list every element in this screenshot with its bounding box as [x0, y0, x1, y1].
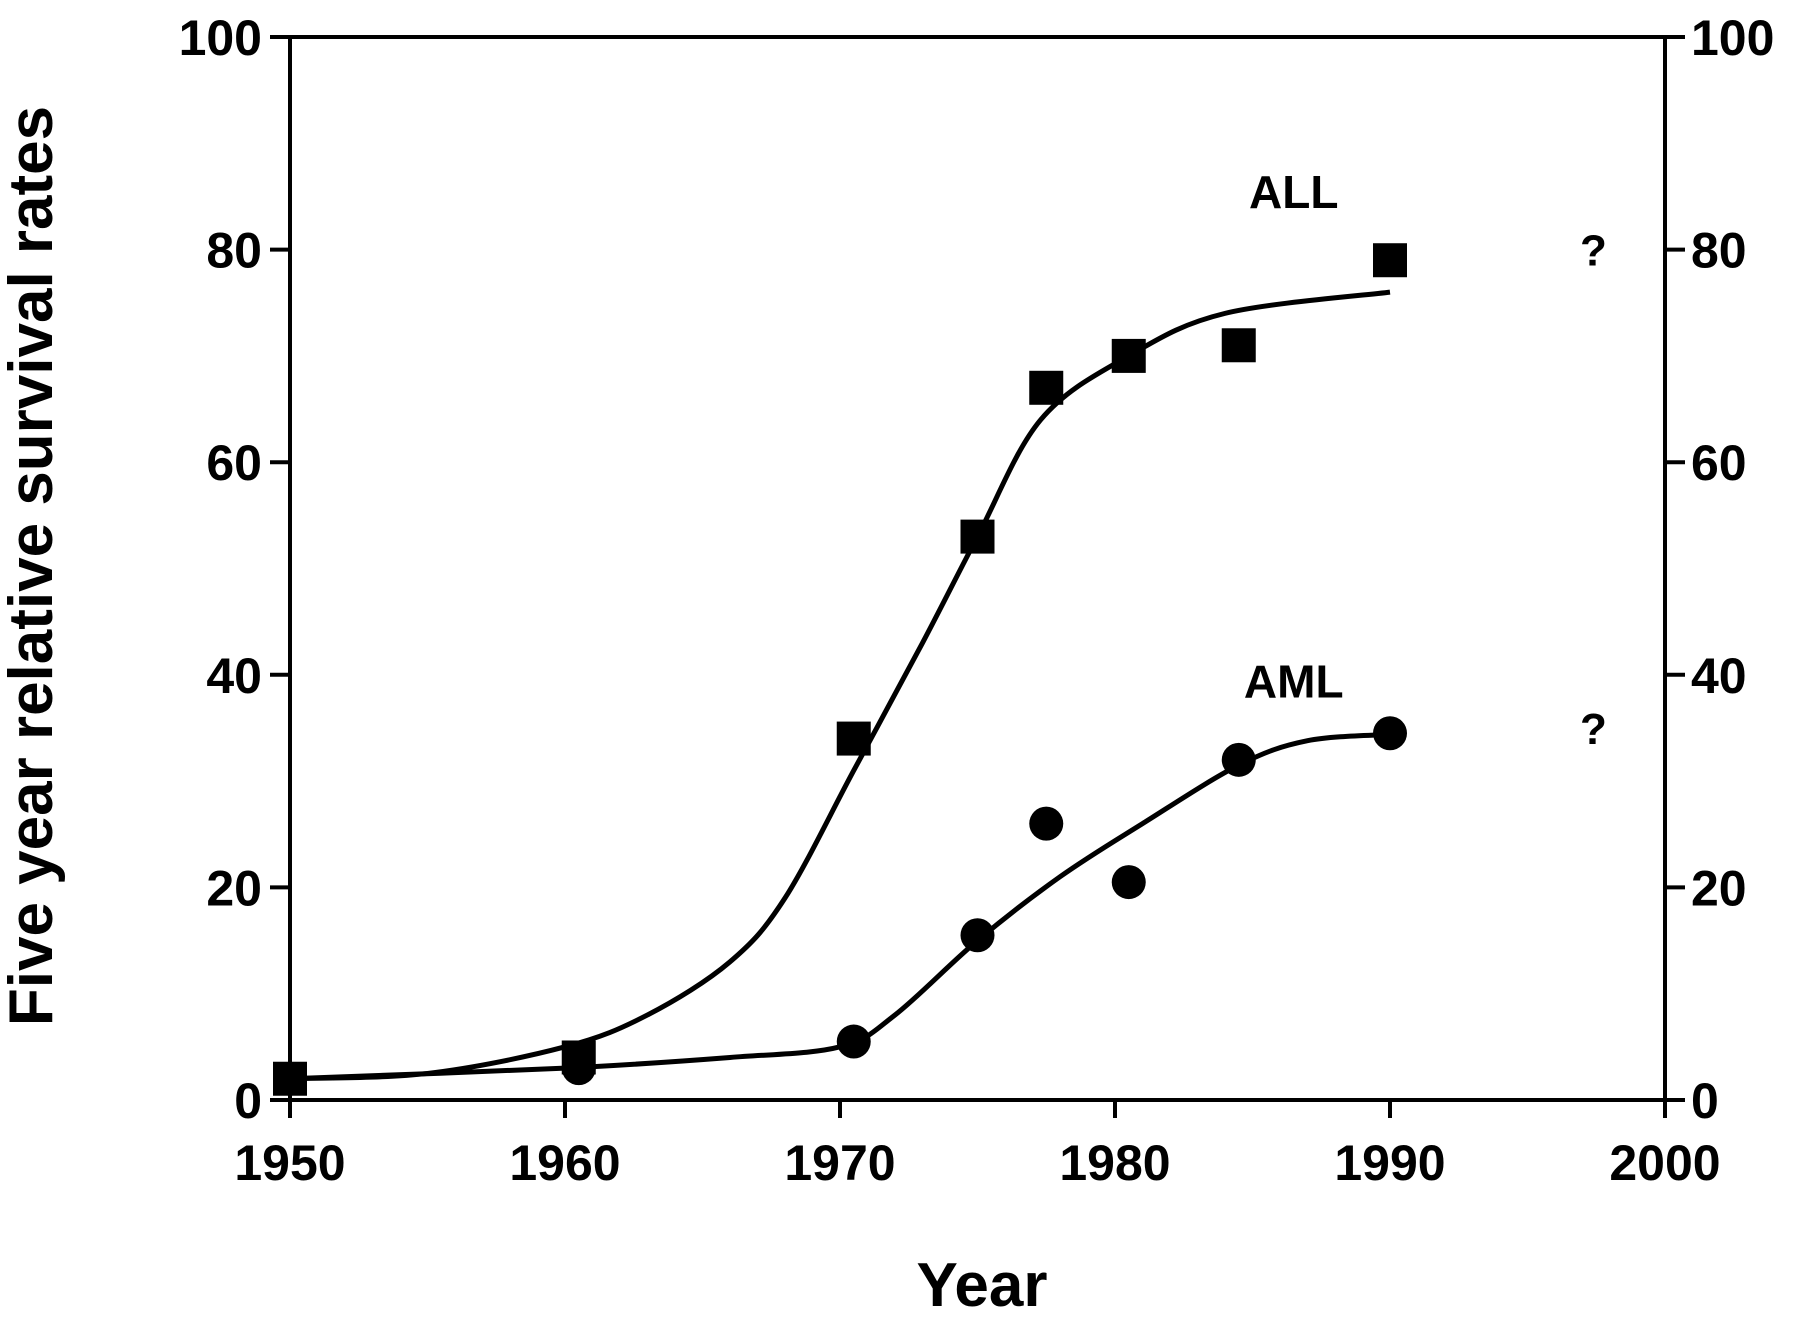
- fit-curve-all: [289, 289, 1391, 1082]
- x-tick-label: 1960: [509, 1135, 620, 1191]
- data-markers: [273, 243, 1407, 1096]
- y-tick-label-left: 60: [206, 435, 262, 491]
- y-tick-label-left: 40: [206, 648, 262, 704]
- series-label-aml: AML: [1244, 655, 1344, 707]
- point-aml: [960, 918, 995, 953]
- point-all: [1373, 243, 1407, 278]
- point-aml: [1221, 742, 1256, 777]
- point-aml: [273, 1061, 307, 1096]
- point-all: [1029, 370, 1064, 405]
- x-tick-label: 1980: [1059, 1135, 1170, 1191]
- y-tick-label-left: 100: [179, 10, 262, 66]
- y-tick-label-right: 0: [1691, 1073, 1719, 1129]
- x-tick-label: 2000: [1609, 1135, 1720, 1191]
- plot-frame: [288, 35, 1667, 1102]
- x-tick-label: 1970: [784, 1135, 895, 1191]
- fit-curves: [289, 289, 1391, 1082]
- point-all: [960, 519, 995, 554]
- series-labels: ALL AML: [1244, 166, 1344, 707]
- x-axis-ticks: 1950 1960 1970 1980 1990 2000: [234, 1100, 1721, 1191]
- point-aml: [1373, 716, 1407, 751]
- point-aml: [561, 1051, 596, 1086]
- y-axis-right-ticks: 0 20 40 60 80 100: [1665, 10, 1774, 1129]
- y-tick-label-right: 80: [1691, 223, 1747, 279]
- series-label-all: ALL: [1249, 166, 1338, 218]
- y-axis-title: Five year relative survival rates: [0, 106, 66, 1026]
- annotation-question-mark: ?: [1580, 705, 1607, 754]
- point-all: [1111, 338, 1146, 373]
- annotation-question-mark: ?: [1580, 227, 1607, 276]
- point-aml: [1111, 865, 1146, 900]
- point-aml: [836, 1024, 871, 1059]
- y-tick-label-right: 40: [1691, 648, 1747, 704]
- x-axis-title: Year: [916, 1251, 1047, 1317]
- point-all: [1221, 328, 1256, 363]
- point-all: [836, 721, 871, 756]
- y-tick-label-right: 100: [1691, 10, 1774, 66]
- y-tick-label-right: 60: [1691, 435, 1747, 491]
- x-tick-label: 1950: [234, 1135, 345, 1191]
- point-aml: [1029, 806, 1064, 841]
- y-tick-label-right: 20: [1691, 860, 1747, 916]
- y-tick-label-left: 80: [206, 223, 262, 279]
- annotations: ??: [1580, 227, 1607, 754]
- fit-curve-aml: [289, 731, 1391, 1082]
- y-tick-label-left: 20: [206, 860, 262, 916]
- y-tick-label-left: 0: [234, 1073, 262, 1129]
- y-axis-left-ticks: 0 20 40 60 80 100: [179, 10, 290, 1129]
- x-tick-label: 1990: [1334, 1135, 1445, 1191]
